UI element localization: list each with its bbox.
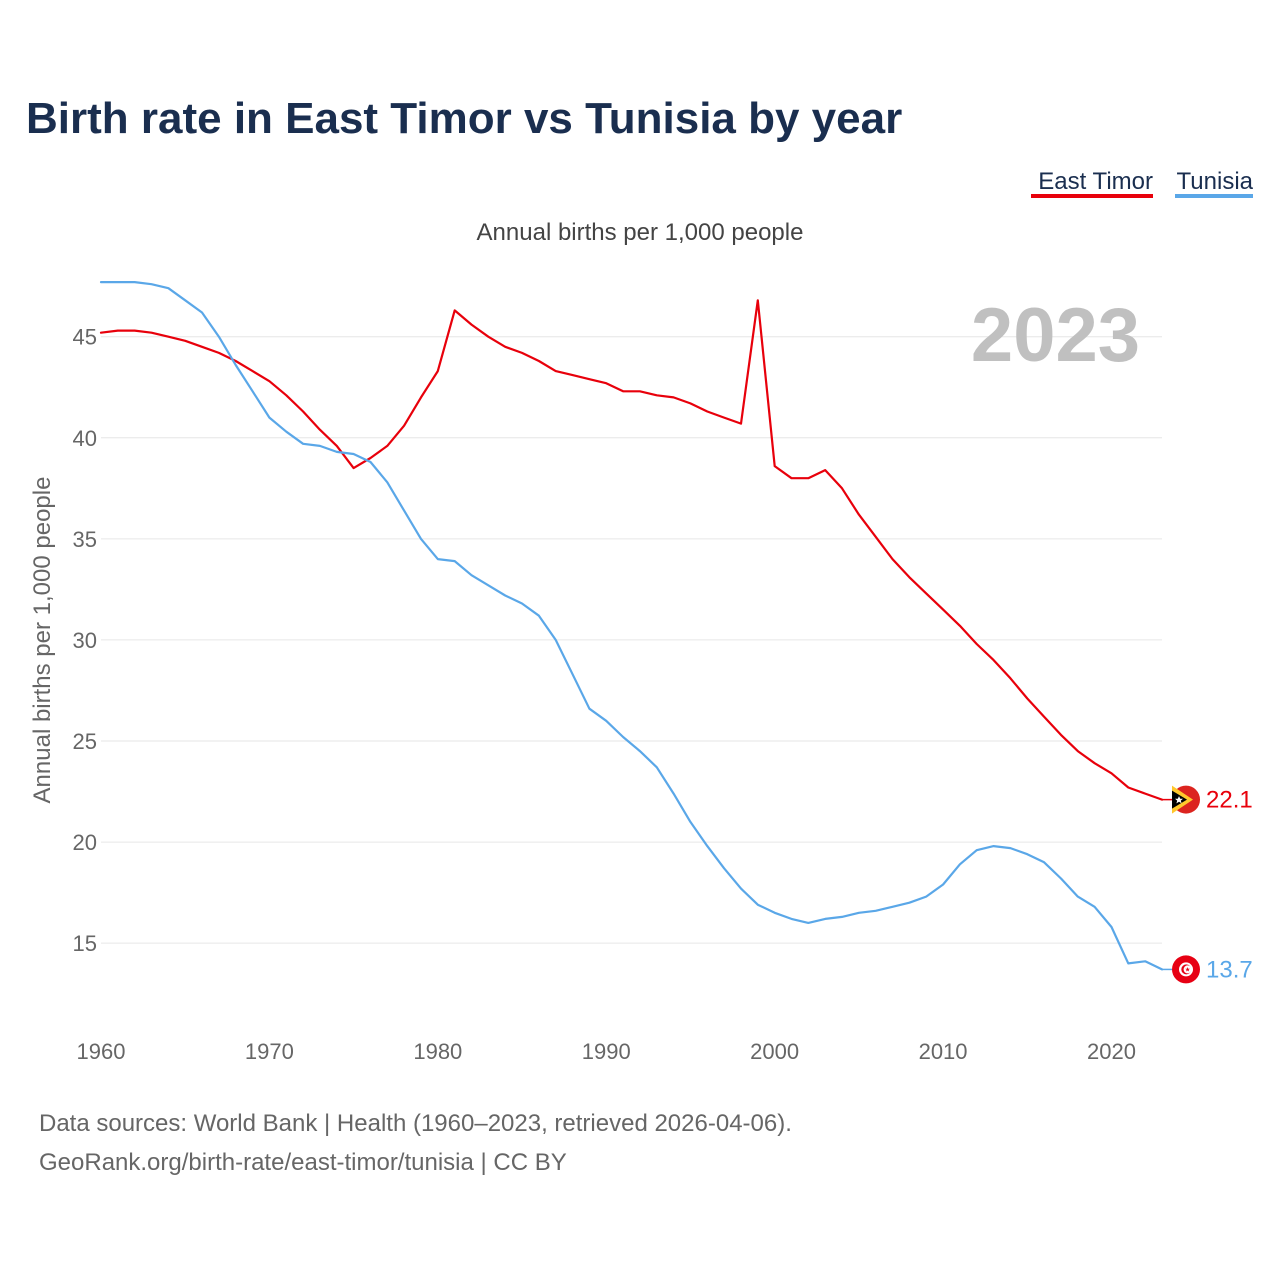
series-lines bbox=[99, 281, 1172, 971]
legend-label-tunisia[interactable]: Tunisia bbox=[1177, 168, 1254, 195]
y-tick-label: 30 bbox=[73, 628, 97, 653]
y-axis-ticks: 15 20 25 30 35 40 45 bbox=[73, 325, 97, 956]
x-axis-ticks: 1960 1970 1980 1990 2000 2010 2020 bbox=[77, 1039, 1136, 1064]
tunisia-flag-icon bbox=[1172, 955, 1200, 984]
y-tick-label: 15 bbox=[73, 931, 97, 956]
y-tick-label: 35 bbox=[73, 527, 97, 552]
x-tick-label: 1980 bbox=[413, 1039, 462, 1064]
series-line-tunisia bbox=[99, 281, 1164, 971]
source-line-2[interactable]: GeoRank.org/birth-rate/east-timor/tunisi… bbox=[39, 1149, 567, 1176]
end-value-east-timor: 22.1 bbox=[1206, 787, 1253, 814]
y-tick-label: 45 bbox=[73, 325, 97, 350]
legend: East Timor Tunisia bbox=[1031, 168, 1254, 198]
legend-line-east-timor bbox=[1031, 194, 1153, 198]
x-tick-label: 2000 bbox=[750, 1039, 799, 1064]
x-tick-label: 1990 bbox=[582, 1039, 631, 1064]
gridlines bbox=[101, 336, 1162, 944]
x-tick-label: 2020 bbox=[1087, 1039, 1136, 1064]
y-axis-label: Annual births per 1,000 people bbox=[29, 477, 56, 804]
legend-label-east-timor[interactable]: East Timor bbox=[1038, 168, 1153, 195]
x-tick-label: 1960 bbox=[77, 1039, 126, 1064]
chart-subtitle: Annual births per 1,000 people bbox=[477, 219, 804, 246]
east-timor-flag-icon bbox=[1172, 785, 1200, 814]
end-value-tunisia: 13.7 bbox=[1206, 956, 1253, 983]
series-line-east-timor bbox=[99, 299, 1164, 801]
x-tick-label: 2010 bbox=[919, 1039, 968, 1064]
y-tick-label: 20 bbox=[73, 830, 97, 855]
chart-title: Birth rate in East Timor vs Tunisia by y… bbox=[26, 94, 902, 143]
source-line-1: Data sources: World Bank | Health (1960–… bbox=[39, 1110, 792, 1137]
x-tick-label: 1970 bbox=[245, 1039, 294, 1064]
y-tick-label: 25 bbox=[73, 729, 97, 754]
y-tick-label: 40 bbox=[73, 426, 97, 451]
current-year-label: 2023 bbox=[971, 293, 1140, 378]
legend-line-tunisia bbox=[1175, 194, 1253, 198]
